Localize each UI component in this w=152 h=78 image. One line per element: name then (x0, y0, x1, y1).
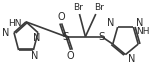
Text: N: N (2, 28, 10, 38)
Text: NH: NH (136, 27, 149, 36)
Text: HN: HN (8, 19, 22, 28)
Text: N: N (33, 33, 40, 43)
Text: S: S (63, 32, 69, 42)
Text: O: O (58, 12, 66, 22)
Text: O: O (67, 51, 74, 61)
Text: S: S (98, 32, 105, 42)
Text: N: N (31, 51, 39, 61)
Text: Br: Br (73, 2, 83, 12)
Text: N: N (128, 54, 136, 64)
Text: N: N (136, 18, 144, 28)
Text: Br: Br (94, 2, 104, 12)
Text: N: N (107, 18, 115, 28)
